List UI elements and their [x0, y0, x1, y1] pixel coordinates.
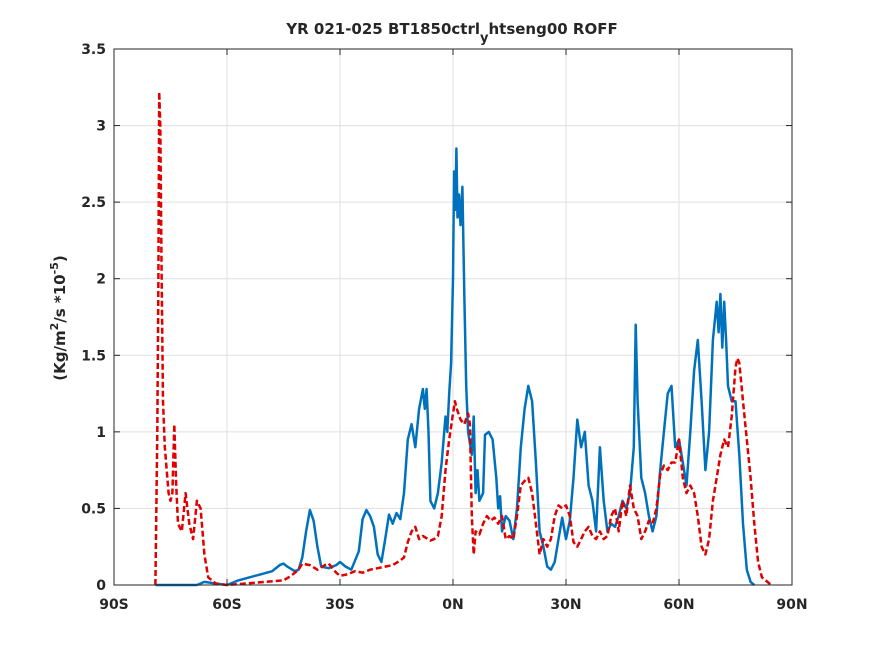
chart-title-rest: htseng00 ROFF	[488, 20, 617, 38]
x-tick-label: 90S	[99, 597, 129, 613]
series-layer	[154, 90, 774, 587]
chart-title-subscript: y	[480, 31, 489, 46]
series-line-2	[154, 90, 774, 587]
y-tick-label: 1	[96, 425, 106, 441]
y-axis-label-part3: )	[51, 255, 69, 262]
y-tick-label: 2.5	[81, 195, 106, 211]
y-axis-label-part2: /s *10	[51, 274, 69, 322]
chart-title: YR 021-025 BT1850ctrlyhtseng00 ROFF	[285, 20, 617, 46]
y-tick-label: 3	[96, 119, 106, 135]
y-tick-label: 0	[96, 578, 106, 594]
y-tick-label: 1.5	[81, 348, 106, 364]
x-tick-label: 0N	[442, 597, 463, 613]
y-axis-label: (Kg/m2/s *10-5)	[48, 255, 69, 380]
y-axis-label-part1: (Kg/m	[51, 330, 69, 380]
y-axis-label-sup1: 2	[48, 323, 61, 331]
y-tick-label: 0.5	[81, 501, 106, 517]
x-tick-label: 30N	[550, 597, 581, 613]
x-tick-label: 90N	[776, 597, 807, 613]
x-tick-label: 30S	[325, 597, 355, 613]
y-axis-label-sup2: -5	[48, 262, 61, 274]
chart-title-main: YR 021-025 BT1850ctrl	[285, 20, 480, 38]
y-tick-label: 3.5	[81, 42, 106, 58]
y-tick-label: 2	[96, 272, 106, 288]
x-tick-label: 60S	[212, 597, 242, 613]
y-tick-labels: 0 0.5 1 1.5 2 2.5 3 3.5	[81, 42, 106, 594]
x-tick-labels: 90S 60S 30S 0N 30N 60N 90N	[99, 597, 807, 613]
axis-ticks	[113, 48, 793, 586]
series-line-1	[155, 147, 756, 587]
x-tick-label: 60N	[663, 597, 694, 613]
